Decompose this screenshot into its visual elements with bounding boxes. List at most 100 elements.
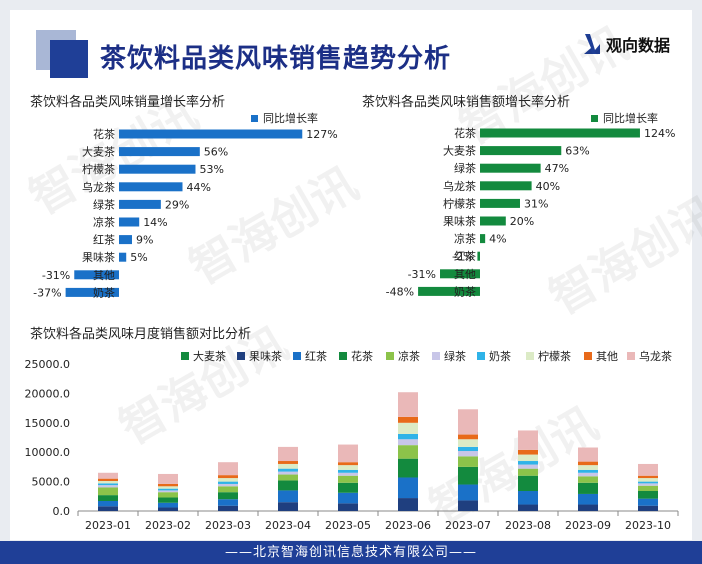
bar-segment: [398, 458, 418, 478]
bar-segment: [458, 500, 478, 511]
bar-segment: [158, 497, 178, 503]
bar-segment: [158, 483, 178, 487]
bar-segment: [458, 439, 478, 447]
bar: [440, 269, 480, 279]
x-tick-label: 2023-02: [145, 519, 191, 532]
legend-label: 红茶: [305, 350, 327, 363]
bar-segment: [98, 481, 118, 484]
y-tick-label: 5000.0: [32, 476, 71, 489]
category-label: 其他: [454, 268, 476, 281]
bar-segment: [578, 469, 598, 473]
bar-segment: [278, 502, 298, 511]
legend-swatch: [237, 352, 245, 360]
data-label: 29%: [165, 198, 189, 211]
bar-segment: [398, 477, 418, 499]
data-label: 124%: [644, 127, 675, 140]
bar-segment: [578, 472, 598, 477]
bar: [119, 164, 196, 174]
bar-segment: [518, 468, 538, 476]
category-label: 凉茶: [93, 215, 115, 229]
legend-label: 凉茶: [398, 349, 420, 363]
footer-company: ——北京智海创讯信息技术有限公司——: [0, 541, 702, 564]
bar-segment: [98, 472, 118, 479]
data-label: 4%: [489, 233, 506, 246]
bar-segment: [578, 465, 598, 470]
data-label: 127%: [306, 128, 337, 141]
bar-segment: [218, 475, 238, 479]
bar-segment: [98, 483, 118, 486]
x-tick-label: 2023-01: [85, 519, 131, 532]
legend-label: 乌龙茶: [639, 349, 672, 363]
bar-segment: [458, 446, 478, 452]
bar-segment: [518, 464, 538, 469]
bar-segment: [458, 409, 478, 435]
bar-segment: [338, 503, 358, 511]
bar: [119, 252, 127, 262]
bar-segment: [518, 491, 538, 505]
bar-segment: [218, 499, 238, 506]
chart-title: 茶饮料各品类风味月度销售额对比分析: [30, 326, 251, 342]
bar: [480, 146, 562, 156]
bar-segment: [98, 478, 118, 482]
bar: [480, 128, 640, 138]
legend-swatch: [386, 352, 394, 360]
legend-label: 大麦茶: [193, 349, 226, 363]
bar-segment: [338, 444, 358, 463]
legend-swatch: [432, 352, 440, 360]
bar: [477, 251, 480, 261]
bar-segment: [158, 490, 178, 493]
bar-segment: [398, 439, 418, 446]
bar-segment: [338, 469, 358, 473]
category-label: 果味茶: [82, 251, 115, 264]
legend-label: 花茶: [351, 350, 373, 363]
bar-segment: [158, 507, 178, 511]
bar-segment: [278, 480, 298, 491]
x-tick-label: 2023-06: [385, 519, 431, 532]
category-label: 柠檬茶: [82, 162, 115, 176]
bar-segment: [458, 451, 478, 457]
bar-segment: [218, 505, 238, 511]
bar-segment: [158, 502, 178, 508]
bar: [74, 270, 119, 280]
bar-segment: [218, 481, 238, 484]
bar-segment: [638, 505, 658, 511]
data-label: 31%: [524, 197, 548, 210]
category-label: 柠檬茶: [443, 196, 476, 210]
bar-segment: [578, 493, 598, 505]
bar-segment: [98, 495, 118, 502]
data-label: -31%: [408, 268, 436, 281]
chart-title: 茶饮料各品类风味销售额增长率分析: [362, 94, 570, 110]
category-label: 果味茶: [443, 215, 476, 228]
bar-segment: [338, 472, 358, 476]
bar: [480, 234, 486, 244]
bar-segment: [638, 485, 658, 492]
bar-segment: [218, 462, 238, 476]
bar-segment: [398, 433, 418, 440]
data-label: -48%: [386, 285, 414, 298]
data-label: 9%: [136, 234, 153, 247]
bar-segment: [458, 466, 478, 485]
bar-segment: [278, 463, 298, 469]
category-label: 奶茶: [93, 285, 115, 299]
bar-segment: [338, 465, 358, 470]
bar-segment: [458, 434, 478, 440]
bar-segment: [338, 492, 358, 504]
bar-segment: [398, 416, 418, 423]
data-label: 53%: [199, 163, 223, 176]
y-tick-label: 0.0: [53, 505, 71, 518]
legend-label: 同比增长率: [263, 111, 318, 125]
bar-segment: [638, 483, 658, 486]
x-tick-label: 2023-09: [565, 519, 611, 532]
bar-segment: [578, 476, 598, 483]
bar-segment: [338, 475, 358, 483]
bar-segment: [458, 484, 478, 501]
bar-segment: [578, 482, 598, 494]
category-label: 大麦茶: [82, 145, 115, 159]
chart-title: 茶饮料各品类风味销量增长率分析: [30, 94, 225, 110]
title-decoration-front: [50, 40, 88, 78]
legend-swatch: [477, 352, 485, 360]
bar-segment: [578, 504, 598, 511]
